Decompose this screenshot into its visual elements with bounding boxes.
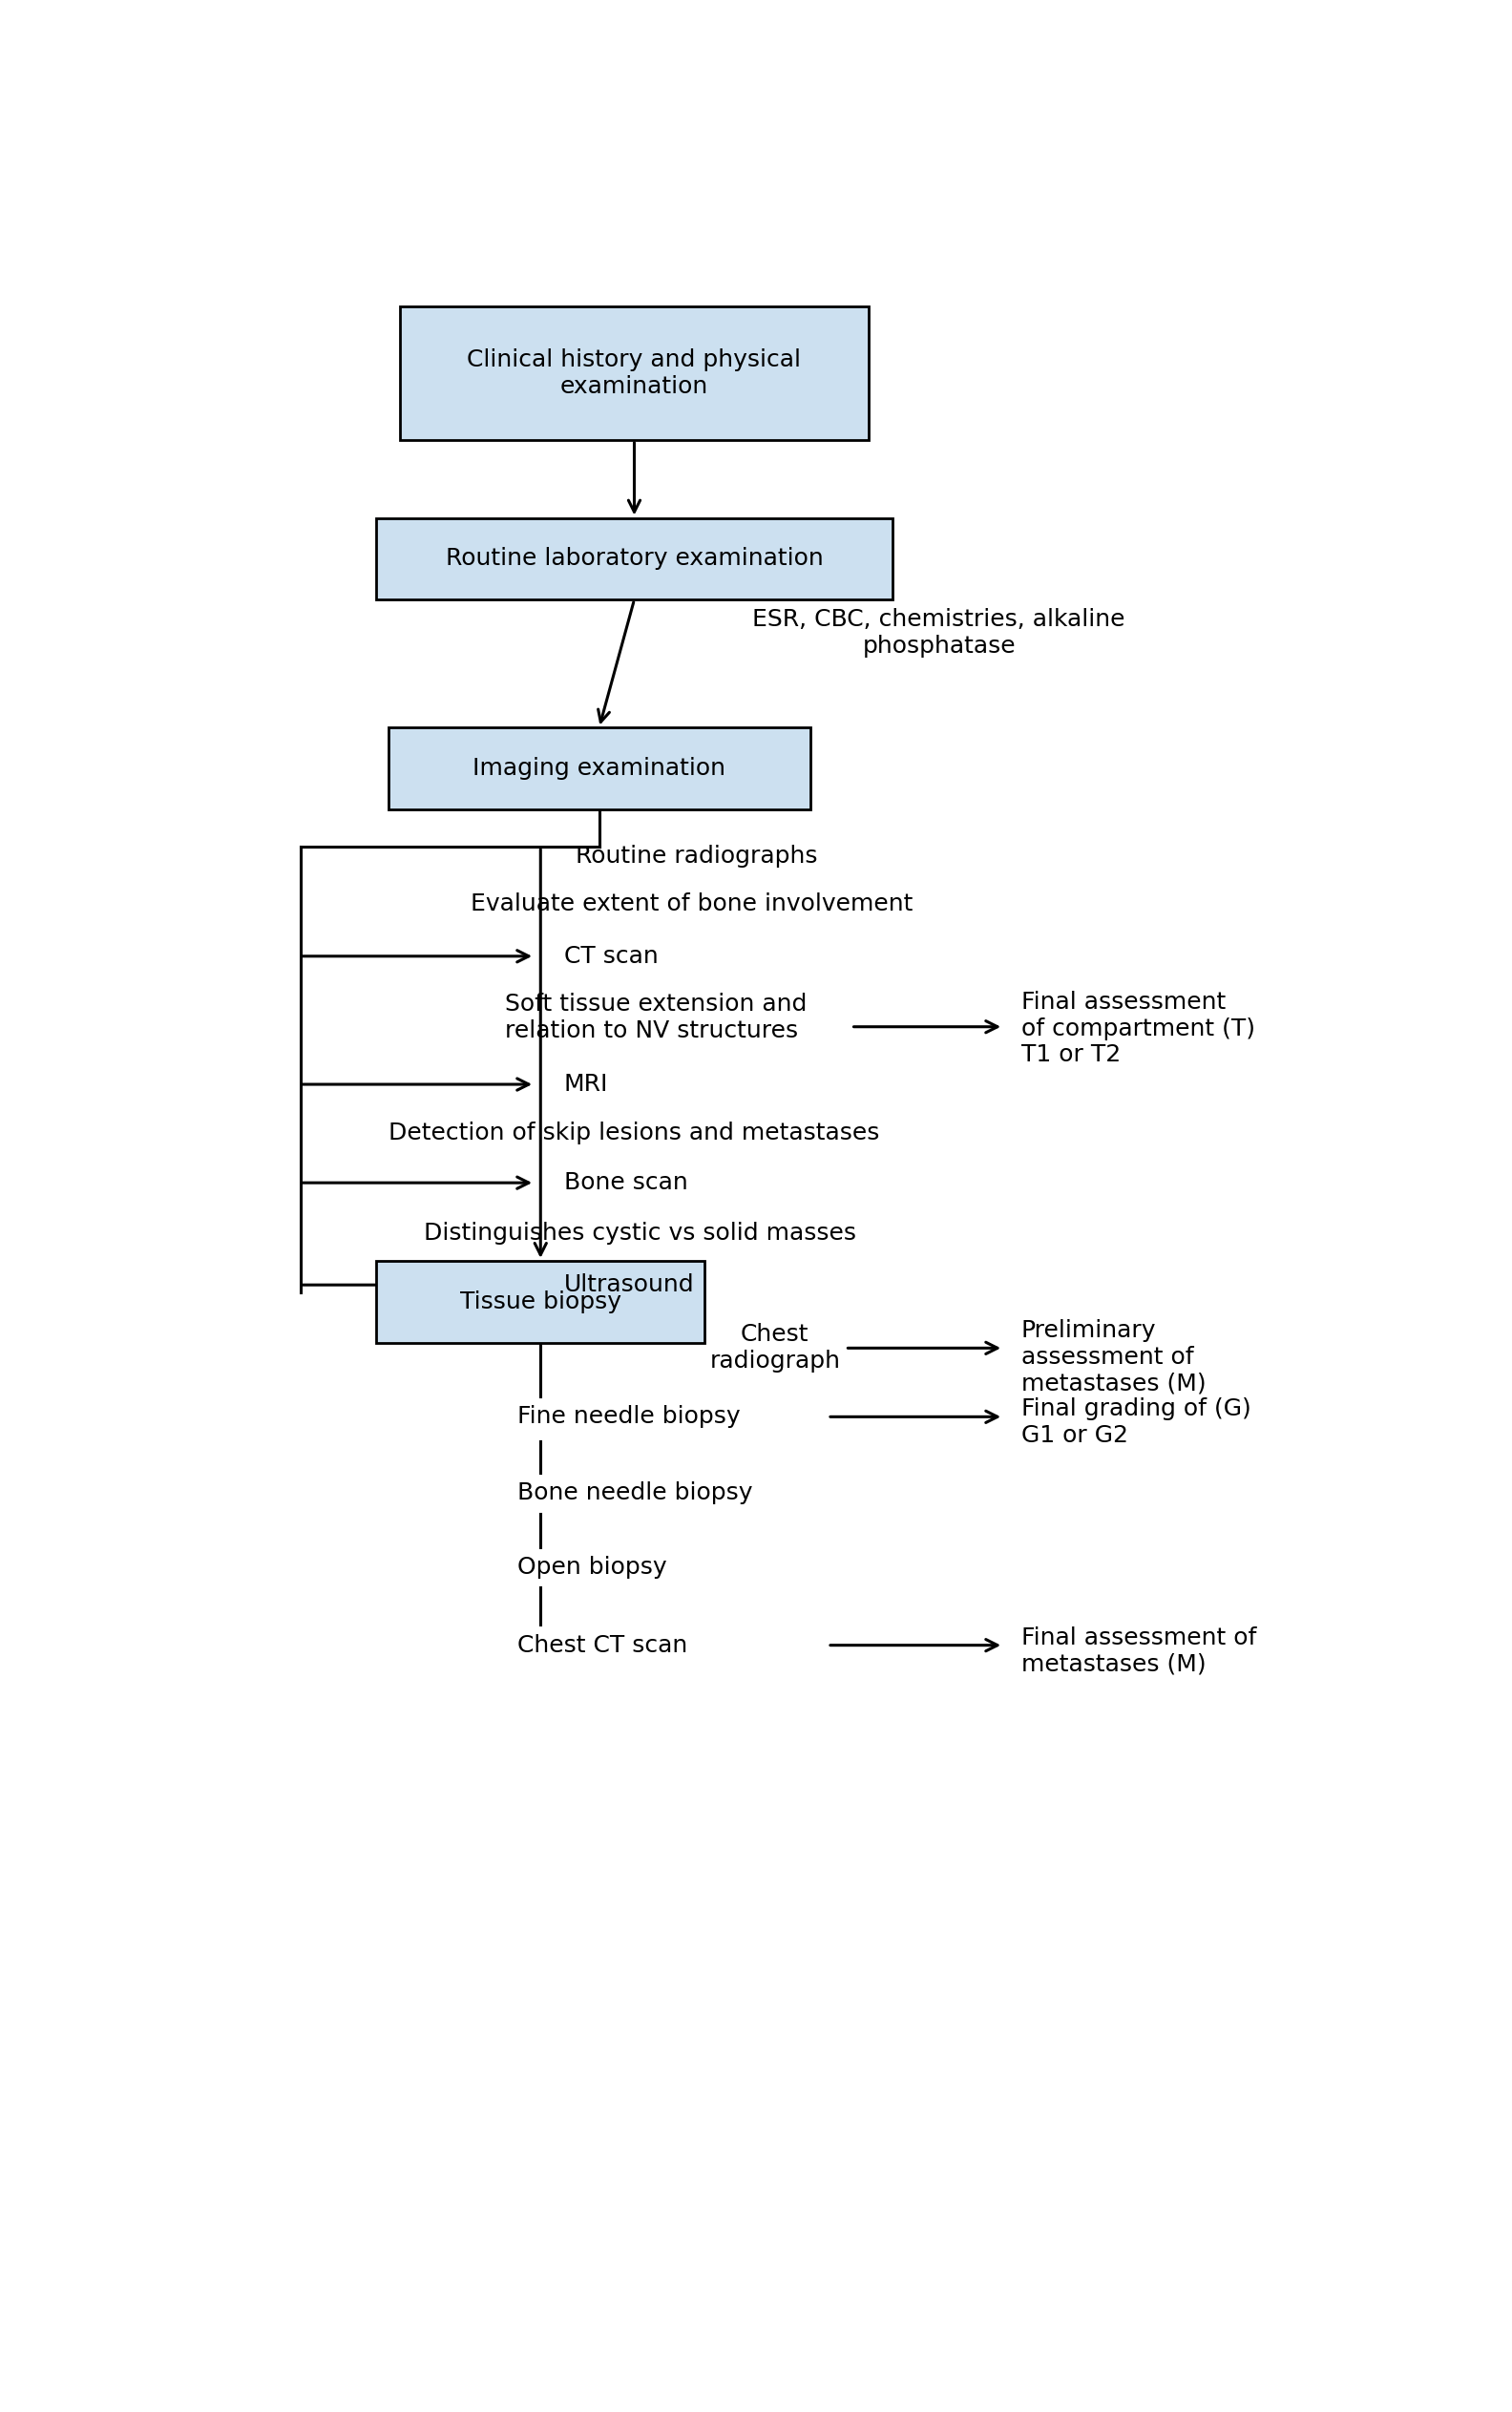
Text: Routine laboratory examination: Routine laboratory examination: [446, 548, 823, 569]
Text: Bone needle biopsy: Bone needle biopsy: [517, 1481, 753, 1505]
Text: Open biopsy: Open biopsy: [517, 1556, 667, 1580]
Text: Fine needle biopsy: Fine needle biopsy: [517, 1406, 739, 1428]
FancyBboxPatch shape: [389, 728, 810, 810]
Text: Tissue biopsy: Tissue biopsy: [460, 1290, 621, 1312]
FancyBboxPatch shape: [376, 519, 892, 601]
Text: Preliminary
assessment of
metastases (M): Preliminary assessment of metastases (M): [1021, 1319, 1205, 1394]
Text: MRI: MRI: [564, 1073, 608, 1095]
Text: Clinical history and physical
examination: Clinical history and physical examinatio…: [467, 347, 801, 398]
Text: Imaging examination: Imaging examination: [473, 757, 726, 779]
FancyBboxPatch shape: [399, 306, 869, 439]
Text: Final grading of (G)
G1 or G2: Final grading of (G) G1 or G2: [1021, 1397, 1250, 1447]
Text: Routine radiographs: Routine radiographs: [576, 844, 818, 868]
Text: Ultrasound: Ultrasound: [564, 1274, 694, 1295]
Text: ESR, CBC, chemistries, alkaline
phosphatase: ESR, CBC, chemistries, alkaline phosphat…: [753, 608, 1125, 658]
Text: Bone scan: Bone scan: [564, 1172, 688, 1194]
Text: Final assessment of
metastases (M): Final assessment of metastases (M): [1021, 1626, 1256, 1676]
Text: Evaluate extent of bone involvement: Evaluate extent of bone involvement: [470, 892, 913, 917]
Text: Chest
radiograph: Chest radiograph: [709, 1324, 841, 1372]
Text: Chest CT scan: Chest CT scan: [517, 1633, 688, 1657]
Text: Distinguishes cystic vs solid masses: Distinguishes cystic vs solid masses: [423, 1220, 856, 1245]
Text: CT scan: CT scan: [564, 946, 658, 967]
FancyBboxPatch shape: [376, 1261, 705, 1343]
Text: Detection of skip lesions and metastases: Detection of skip lesions and metastases: [389, 1122, 878, 1143]
Text: Final assessment
of compartment (T)
T1 or T2: Final assessment of compartment (T) T1 o…: [1021, 991, 1255, 1066]
Text: Soft tissue extension and
relation to NV structures: Soft tissue extension and relation to NV…: [505, 994, 807, 1042]
